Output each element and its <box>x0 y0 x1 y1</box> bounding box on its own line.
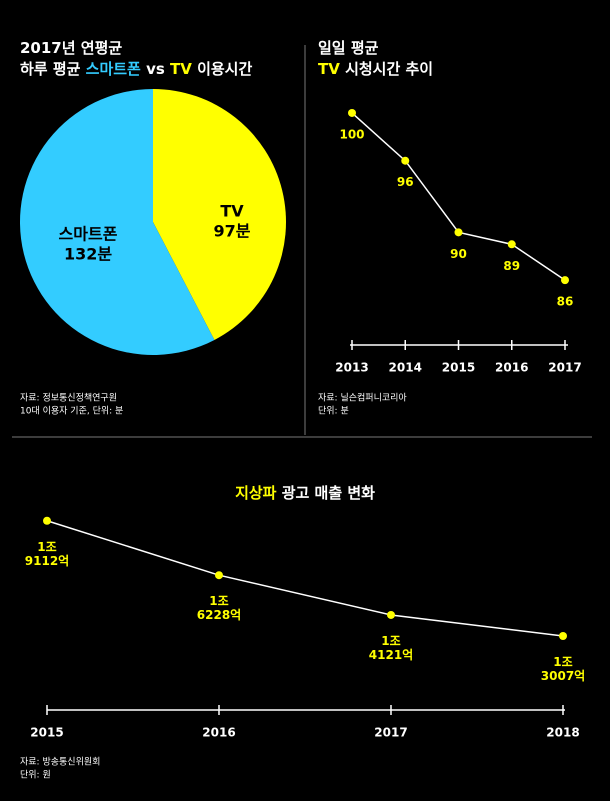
chart-title: 2017년 연평균 <box>20 39 122 57</box>
source-note: 자료: 방송통신위원회 <box>20 757 100 768</box>
point <box>507 240 516 249</box>
line <box>46 520 564 637</box>
title-highlight: 스마트폰 <box>86 60 141 78</box>
point <box>387 610 395 619</box>
point <box>561 276 569 285</box>
point <box>43 516 51 525</box>
x-tick-label: 2018 <box>546 726 579 740</box>
value-label-line: 1조 <box>553 654 572 668</box>
x-tick-label: 2016 <box>495 361 528 375</box>
title-text: 일일 평균 <box>318 39 379 57</box>
x-tick-label: 2015 <box>442 361 475 375</box>
value-label: 1조 6228억 <box>197 594 241 622</box>
source-note: 자료: 정보통신정책연구원 <box>20 392 117 404</box>
value-label-line: 1조 <box>37 539 56 553</box>
value-label: 96 <box>397 175 414 189</box>
title-highlight: TV <box>318 60 340 78</box>
slice-value: 132분 <box>64 245 112 264</box>
source-note: 단위: 원 <box>20 770 51 781</box>
title-text: 광고 매출 변화 <box>276 484 375 502</box>
x-tick-label: 2016 <box>202 726 235 740</box>
title-highlight: 지상파 <box>235 484 277 502</box>
title-text: 시청시간 추이 <box>340 60 433 78</box>
slice-value: 97분 <box>214 222 251 241</box>
point <box>215 571 223 580</box>
x-tick-label: 2014 <box>389 361 422 375</box>
point <box>401 156 410 165</box>
point <box>348 108 356 117</box>
value-label-line: 3007억 <box>541 668 585 682</box>
title-highlight: TV <box>170 60 192 78</box>
pie-slice <box>20 89 215 355</box>
title-text: 이용시간 <box>192 60 253 78</box>
chart-title: 일일 평균 <box>318 39 379 57</box>
source-note: 10대 이용자 기준, 단위: 분 <box>20 406 123 417</box>
x-tick-label: 2015 <box>30 726 63 740</box>
x-tick-label: 2017 <box>548 361 581 375</box>
value-label: 90 <box>450 247 467 261</box>
title-text: 2017년 연평균 <box>20 39 122 57</box>
value-label: 1조 3007억 <box>541 654 585 682</box>
value-label: 1조 9112억 <box>25 539 69 567</box>
value-label: 86 <box>557 295 574 309</box>
value-label: 89 <box>503 259 520 273</box>
chart-title: TV 시청시간 추이 <box>318 60 433 78</box>
source-note: 단위: 분 <box>318 406 349 417</box>
value-label-line: 4121억 <box>369 647 413 661</box>
value-label: 100 <box>339 127 364 141</box>
chart-title: 지상파 광고 매출 변화 <box>235 484 375 502</box>
title-text: vs <box>141 60 170 78</box>
point <box>454 228 463 237</box>
title-text: 하루 평균 <box>20 60 86 78</box>
point <box>559 631 567 640</box>
source-note: 자료: 닐슨컴퍼니코리아 <box>318 392 407 404</box>
pie-slice <box>153 89 287 340</box>
x-tick-label: 2013 <box>335 361 368 375</box>
value-label: 1조 4121억 <box>369 633 413 661</box>
value-label-line: 1조 <box>209 594 228 608</box>
value-label-line: 6228억 <box>197 608 241 622</box>
x-tick-label: 2017 <box>374 726 407 740</box>
slice-label: TV <box>220 202 244 221</box>
slice-label: 스마트폰 <box>59 225 118 244</box>
value-label-line: 1조 <box>381 633 400 647</box>
chart-title: 하루 평균 스마트폰 vs TV 이용시간 <box>20 60 252 78</box>
value-label-line: 9112억 <box>25 553 69 567</box>
